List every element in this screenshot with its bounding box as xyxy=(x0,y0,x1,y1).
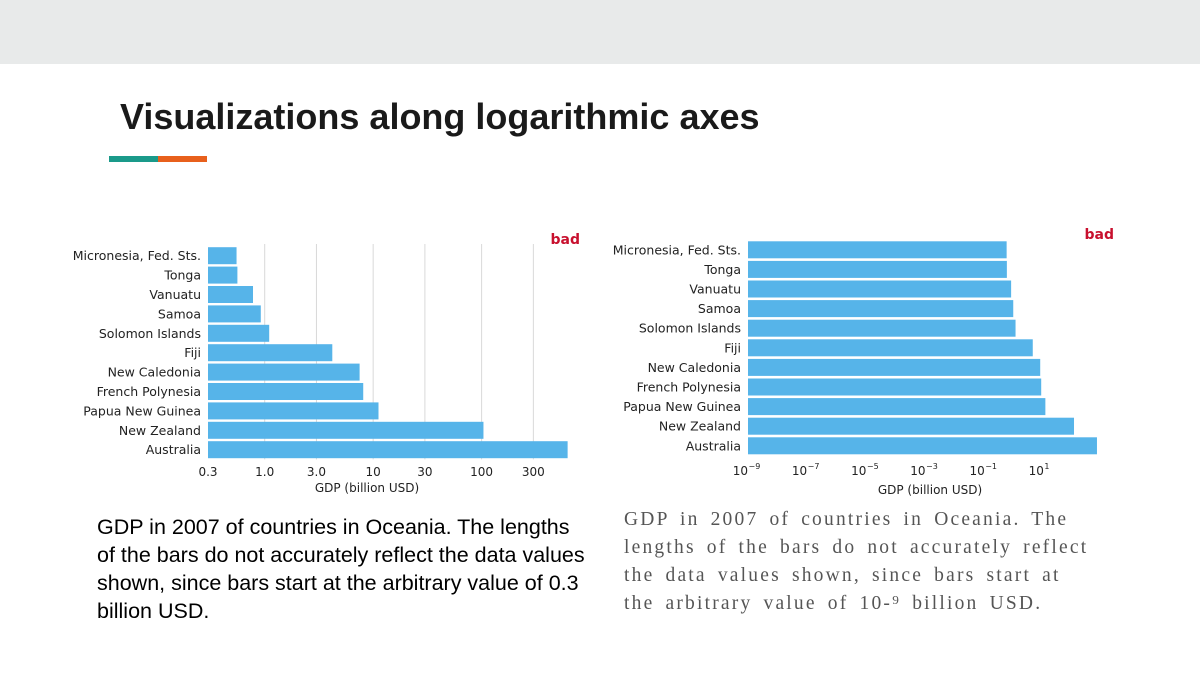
bar xyxy=(208,363,360,381)
x-tick-base: 10 xyxy=(851,464,866,478)
category-label: Vanuatu xyxy=(149,287,201,302)
category-label: New Caledonia xyxy=(648,360,741,375)
x-tick-base: 10 xyxy=(1029,464,1044,478)
x-tick-exponent: −7 xyxy=(808,462,820,471)
category-label: Micronesia, Fed. Sts. xyxy=(613,242,741,257)
bar xyxy=(208,324,270,342)
x-axis-title: GDP (billion USD) xyxy=(878,483,982,497)
gdp-bar-chart-linear-baseline: Micronesia, Fed. Sts. Tonga Vanuatu Samoa So… xyxy=(73,232,581,495)
gdp-bar-chart-log-baseline: Micronesia, Fed. Sts. Tonga Vanuatu Samoa So… xyxy=(613,227,1115,497)
bar xyxy=(748,339,1033,357)
category-label: Fiji xyxy=(184,345,201,360)
bar xyxy=(748,437,1097,455)
category-label: French Polynesia xyxy=(97,384,201,399)
x-tick-label: 0.3 xyxy=(198,465,217,479)
title-accent-orange xyxy=(158,156,207,162)
x-tick-label: 3.0 xyxy=(307,465,326,479)
x-tick-base: 10 xyxy=(969,464,984,478)
bar xyxy=(208,266,238,284)
x-tick-label: 300 xyxy=(522,465,545,479)
bar xyxy=(748,319,1016,337)
category-label: Tonga xyxy=(703,262,741,277)
bar xyxy=(748,280,1012,298)
x-tick-label: 1.0 xyxy=(255,465,274,479)
category-label: Papua New Guinea xyxy=(623,399,741,414)
slide-top-bar xyxy=(0,0,1200,64)
x-tick-label: 10 −7 xyxy=(792,462,820,478)
category-label: Solomon Islands xyxy=(99,326,201,341)
x-tick-base: 10 xyxy=(733,464,748,478)
x-tick-exponent: −5 xyxy=(867,462,879,471)
category-label: Micronesia, Fed. Sts. xyxy=(73,248,201,263)
x-tick-exponent: −1 xyxy=(985,462,997,471)
title-accent-teal xyxy=(109,156,158,162)
x-tick-base: 10 xyxy=(792,464,807,478)
bar xyxy=(748,417,1075,435)
category-label: New Caledonia xyxy=(108,365,201,380)
x-tick-label: 10 −1 xyxy=(969,462,997,478)
bar xyxy=(208,286,254,303)
caption-right: GDP in 2007 of countries in Oceania. The… xyxy=(624,509,1089,614)
category-label: Samoa xyxy=(158,306,201,321)
bar xyxy=(748,378,1042,396)
bar xyxy=(208,421,484,439)
slide-title: Visualizations along logarithmic axes xyxy=(120,96,760,137)
bar xyxy=(208,247,237,265)
bar xyxy=(208,305,261,323)
category-label: Samoa xyxy=(698,301,741,316)
category-label: New Zealand xyxy=(659,419,741,434)
x-tick-label: 10 −3 xyxy=(910,462,938,478)
x-tick-exponent: −9 xyxy=(749,462,761,471)
bar xyxy=(208,402,379,420)
bar xyxy=(208,344,333,362)
x-tick-label: 30 xyxy=(417,465,432,479)
bar xyxy=(748,260,1007,278)
bar xyxy=(208,441,568,459)
caption-left: GDP in 2007 of countries in Oceania. The… xyxy=(97,515,585,623)
x-axis-title: GDP (billion USD) xyxy=(315,481,419,495)
x-tick-exponent: 1 xyxy=(1044,462,1049,471)
x-tick-label: 10 −9 xyxy=(733,462,761,478)
x-tick-label: 10 1 xyxy=(1029,462,1050,478)
bar xyxy=(208,383,364,400)
category-label: French Polynesia xyxy=(637,380,741,395)
bad-badge: bad xyxy=(551,232,581,248)
bar xyxy=(748,300,1014,318)
bar xyxy=(748,398,1046,416)
category-label: Papua New Guinea xyxy=(83,403,201,418)
bar xyxy=(748,358,1041,376)
x-tick-exponent: −3 xyxy=(926,462,938,471)
category-label: New Zealand xyxy=(119,423,201,438)
category-label: Tonga xyxy=(163,268,201,283)
bar xyxy=(748,241,1007,259)
x-tick-label: 10 xyxy=(366,465,381,479)
x-tick-label: 10 −5 xyxy=(851,462,879,478)
category-label: Solomon Islands xyxy=(639,321,741,336)
category-label: Australia xyxy=(146,442,201,457)
x-tick-base: 10 xyxy=(910,464,925,478)
bad-badge: bad xyxy=(1085,227,1115,243)
category-label: Vanuatu xyxy=(689,282,741,297)
category-label: Fiji xyxy=(724,340,741,355)
category-label: Australia xyxy=(686,438,741,453)
x-tick-label: 100 xyxy=(470,465,493,479)
